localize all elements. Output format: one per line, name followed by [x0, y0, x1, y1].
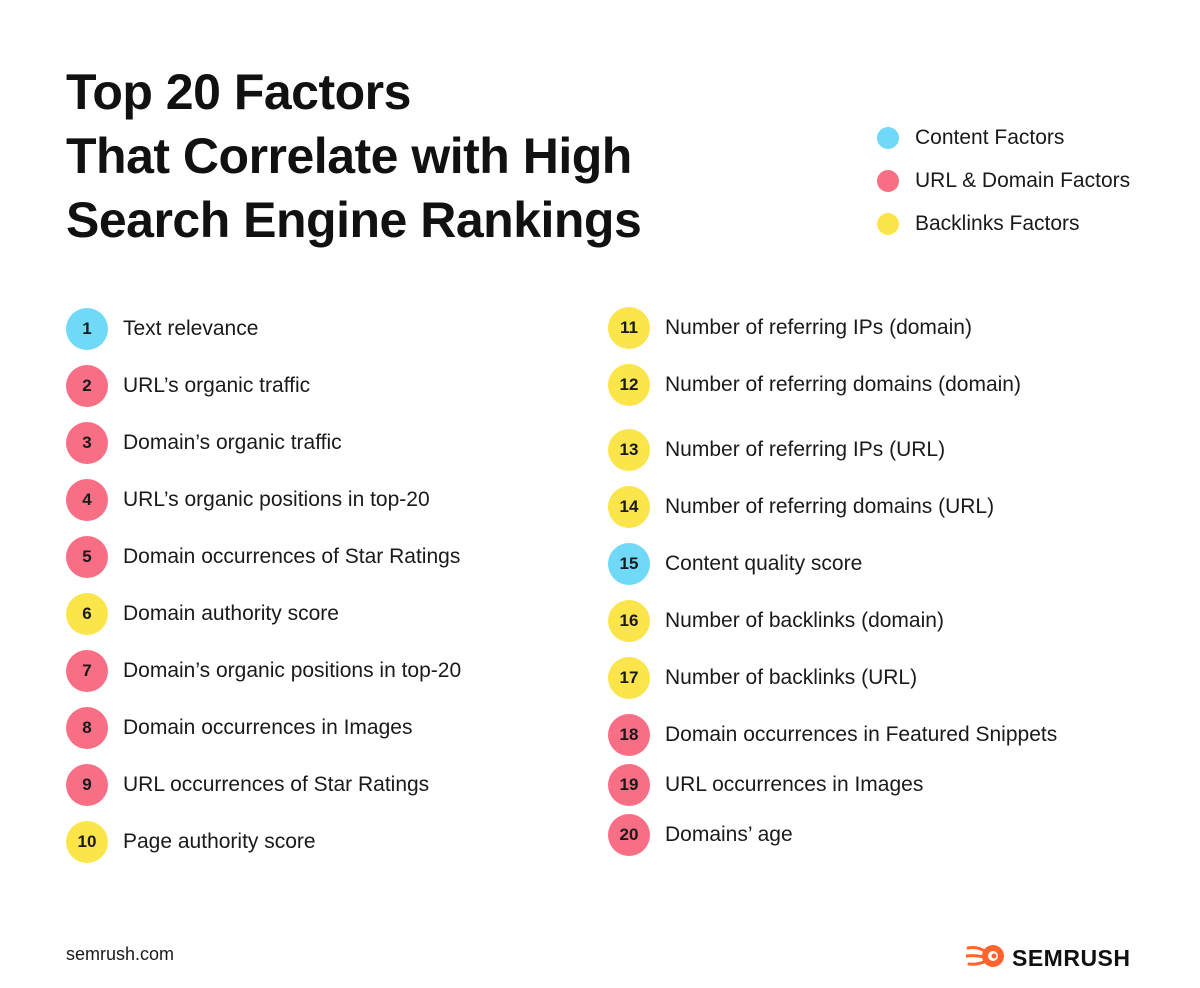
factor-label: Domain’s organic positions in top-20	[123, 659, 462, 682]
rank-badge: 8	[66, 707, 108, 749]
rank-badge: 1	[66, 308, 108, 350]
factor-item: 16 Number of backlinks (domain)	[608, 600, 944, 642]
factor-item: 8 Domain occurrences in Images	[66, 707, 412, 749]
factor-label: Content quality score	[665, 552, 863, 575]
factor-item: 5 Domain occurrences of Star Ratings	[66, 536, 460, 578]
semrush-wordmark: SEMRUSH	[1012, 945, 1131, 971]
factor-item: 17 Number of backlinks (URL)	[608, 657, 917, 699]
factor-label: URL’s organic positions in top-20	[123, 488, 430, 511]
rank-badge: 9	[66, 764, 108, 806]
legend-label: Content Factors	[915, 126, 1065, 149]
title-line: Top 20 Factors	[66, 64, 411, 120]
rank-badge: 12	[608, 364, 650, 406]
factor-label: Text relevance	[123, 317, 259, 340]
rank-badge: 19	[608, 764, 650, 806]
rank-badge: 17	[608, 657, 650, 699]
factor-item: 20 Domains’ age	[608, 814, 793, 856]
factor-item: 9 URL occurrences of Star Ratings	[66, 764, 429, 806]
factor-label: Domains’ age	[665, 823, 793, 846]
legend-dot	[877, 213, 899, 235]
factor-label: URL occurrences in Images	[665, 773, 924, 796]
rank-badge: 14	[608, 486, 650, 528]
semrush-fireball-icon	[964, 942, 1006, 975]
rank-badge: 2	[66, 365, 108, 407]
factor-item: 2 URL’s organic traffic	[66, 365, 310, 407]
legend-item-url-domain: URL & Domain Factors	[877, 169, 1130, 193]
rank-badge: 7	[66, 650, 108, 692]
rank-badge: 18	[608, 714, 650, 756]
factor-item: 4 URL’s organic positions in top-20	[66, 479, 430, 521]
legend-label: Backlinks Factors	[915, 212, 1080, 235]
factor-label: Number of backlinks (URL)	[665, 666, 918, 689]
rank-badge: 6	[66, 593, 108, 635]
factor-label: Domain’s organic traffic	[123, 431, 342, 454]
factor-label: Domain authority score	[123, 602, 339, 625]
factor-item: 15 Content quality score	[608, 543, 862, 585]
rank-badge: 15	[608, 543, 650, 585]
legend-item-backlinks: Backlinks Factors	[877, 212, 1080, 236]
factor-label: Number of referring IPs (domain)	[665, 316, 972, 339]
rank-badge: 3	[66, 422, 108, 464]
factor-label: Page authority score	[123, 830, 316, 853]
factor-label: Number of referring domains (URL)	[665, 495, 995, 518]
rank-badge: 16	[608, 600, 650, 642]
factor-label: Number of referring IPs (URL)	[665, 438, 946, 461]
factor-label: Domain occurrences in Images	[123, 716, 413, 739]
factor-item: 19 URL occurrences in Images	[608, 764, 923, 806]
legend-item-content: Content Factors	[877, 126, 1064, 150]
factor-label: URL’s organic traffic	[123, 374, 311, 397]
factor-item: 12 Number of referring domains (domain)	[608, 364, 1021, 406]
rank-badge: 4	[66, 479, 108, 521]
footer-url: semrush.com	[66, 944, 175, 964]
factor-label: Domain occurrences of Star Ratings	[123, 545, 461, 568]
legend-dot	[877, 127, 899, 149]
page-title: Top 20 Factors That Correlate with High …	[66, 60, 642, 252]
factor-item: 7 Domain’s organic positions in top-20	[66, 650, 461, 692]
factor-label: URL occurrences of Star Ratings	[123, 773, 430, 796]
factor-item: 13 Number of referring IPs (URL)	[608, 429, 945, 471]
factor-label: Number of backlinks (domain)	[665, 609, 944, 632]
factor-item: 10 Page authority score	[66, 821, 316, 863]
factor-label: Domain occurrences in Featured Snippets	[665, 723, 1058, 746]
factor-label: Number of referring domains (domain)	[665, 373, 1021, 396]
factor-item: 11 Number of referring IPs (domain)	[608, 307, 972, 349]
rank-badge: 20	[608, 814, 650, 856]
title-line: Search Engine Rankings	[66, 192, 642, 248]
rank-badge: 5	[66, 536, 108, 578]
factor-item: 6 Domain authority score	[66, 593, 339, 635]
factor-item: 18 Domain occurrences in Featured Snippe…	[608, 714, 1057, 756]
semrush-logo: SEMRUSH	[964, 942, 1131, 975]
legend-dot	[877, 170, 899, 192]
factor-item: 3 Domain’s organic traffic	[66, 422, 342, 464]
title-line: That Correlate with High	[66, 128, 632, 184]
rank-badge: 11	[608, 307, 650, 349]
legend-label: URL & Domain Factors	[915, 169, 1131, 192]
rank-badge: 10	[66, 821, 108, 863]
factor-item: 1 Text relevance	[66, 308, 258, 350]
rank-badge: 13	[608, 429, 650, 471]
factor-item: 14 Number of referring domains (URL)	[608, 486, 994, 528]
